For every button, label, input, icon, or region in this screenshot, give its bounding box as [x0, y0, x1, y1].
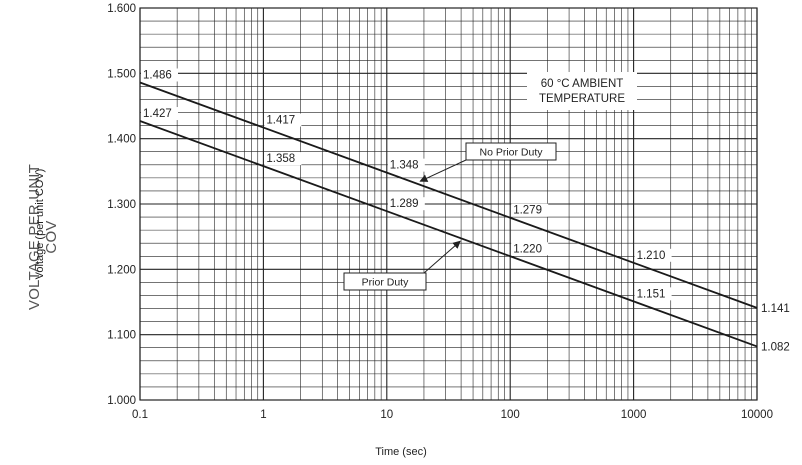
data-label-bg: [634, 287, 672, 301]
annotation-bg: [527, 72, 637, 110]
data-label-bg: [387, 158, 425, 172]
data-label: 1.082: [761, 341, 790, 353]
y-tick-label: 1.600: [107, 3, 136, 15]
data-label: 1.220: [513, 243, 542, 255]
data-label: 1.417: [266, 115, 295, 127]
data-labels: 1.486 1.417 1.348 1.279 1.210 1.141 1.427 1.358…: [141, 68, 796, 354]
data-label: 1.210: [637, 250, 666, 262]
data-label-bg: [511, 242, 549, 256]
y-tick-label: 1.300: [107, 199, 136, 211]
y-tick-label: 1.000: [107, 395, 136, 407]
y-axis-tick-labels: 1.000 1.100 1.200 1.300 1.400 1.500 1.600: [107, 3, 136, 407]
data-label: 1.289: [390, 198, 419, 210]
callout-label: No Prior Duty: [479, 147, 543, 159]
y-axis-label: Voltage (per unit COV): [34, 168, 46, 280]
major-grid: [139, 7, 758, 401]
data-label: 1.151: [637, 288, 666, 300]
temperature-annotation: 60 °C AMBIENT TEMPERATURE: [527, 72, 637, 110]
y-tick-label: 1.100: [107, 330, 136, 342]
data-label: 1.279: [513, 205, 542, 217]
data-label-bg: [387, 197, 425, 211]
annotation-text-line: 60 °C AMBIENT: [541, 78, 624, 90]
series-line-prior-duty: [139, 120, 758, 348]
x-tick-label: 0.1: [132, 409, 148, 421]
x-axis-label: Time (sec): [375, 446, 427, 458]
data-label-bg: [141, 107, 178, 121]
callout-box: [465, 142, 557, 161]
series-callouts: No Prior Duty Prior Duty: [343, 142, 557, 291]
series-lines: [139, 81, 758, 348]
callout-arrow: [423, 240, 461, 274]
y-tick-label: 1.500: [107, 68, 136, 80]
x-tick-label: 10: [380, 409, 393, 421]
x-tick-label: 1000: [621, 409, 647, 421]
callout-label: Prior Duty: [362, 277, 409, 289]
data-label-bg: [511, 203, 549, 217]
x-tick-label: 1: [260, 409, 266, 421]
x-tick-label: 100: [501, 409, 520, 421]
y-tick-label: 1.400: [107, 134, 136, 146]
plot-frame: [139, 7, 758, 401]
series-line-no-prior-duty: [139, 81, 758, 309]
x-tick-label: 10000: [741, 409, 773, 421]
data-label: 1.427: [143, 108, 172, 120]
data-label: 1.486: [143, 69, 172, 81]
callout-arrow: [419, 159, 467, 182]
data-label-bg: [264, 113, 302, 127]
callout-box: [343, 272, 427, 291]
data-label: 1.358: [266, 153, 295, 165]
data-label-bg: [264, 152, 302, 166]
x-axis-tick-labels: 0.1 1 10 100 1000 10000: [132, 409, 773, 421]
data-label: 1.141: [761, 303, 790, 315]
data-label-bg: [759, 340, 796, 354]
data-label-bg: [141, 68, 178, 82]
annotation-text-line: TEMPERATURE: [539, 93, 625, 105]
data-label-bg: [634, 248, 672, 262]
y-tick-label: 1.200: [107, 264, 136, 276]
data-label-bg: [759, 301, 796, 315]
data-label: 1.348: [390, 160, 419, 172]
